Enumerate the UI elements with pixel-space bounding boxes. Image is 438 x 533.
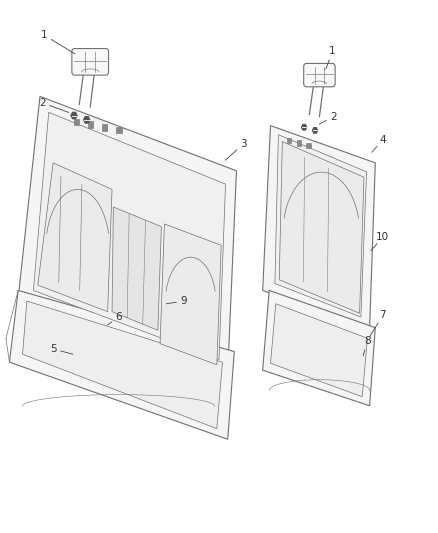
Text: 4: 4 bbox=[379, 135, 386, 145]
Bar bbox=[88, 122, 93, 128]
Bar bbox=[74, 119, 79, 125]
Text: 9: 9 bbox=[181, 296, 187, 306]
Polygon shape bbox=[18, 96, 237, 373]
Polygon shape bbox=[71, 112, 78, 119]
Text: 5: 5 bbox=[50, 344, 57, 354]
FancyBboxPatch shape bbox=[304, 63, 335, 87]
Text: 8: 8 bbox=[364, 336, 371, 346]
Text: 2: 2 bbox=[330, 111, 337, 122]
FancyBboxPatch shape bbox=[72, 49, 109, 75]
Polygon shape bbox=[38, 163, 112, 312]
Polygon shape bbox=[22, 301, 223, 429]
Text: 2: 2 bbox=[39, 98, 46, 108]
Text: 3: 3 bbox=[240, 139, 246, 149]
Polygon shape bbox=[83, 116, 90, 123]
Polygon shape bbox=[263, 126, 375, 328]
Text: 7: 7 bbox=[379, 310, 386, 320]
Bar bbox=[287, 138, 291, 143]
Bar bbox=[117, 127, 122, 133]
Bar bbox=[306, 143, 311, 148]
Text: 1: 1 bbox=[41, 30, 48, 41]
Text: 6: 6 bbox=[115, 312, 122, 322]
Polygon shape bbox=[301, 124, 307, 130]
Polygon shape bbox=[312, 127, 318, 133]
Polygon shape bbox=[10, 290, 234, 439]
Bar bbox=[102, 124, 107, 131]
Polygon shape bbox=[275, 135, 367, 317]
Text: 10: 10 bbox=[376, 232, 389, 243]
Polygon shape bbox=[263, 290, 375, 406]
Polygon shape bbox=[112, 207, 161, 330]
Polygon shape bbox=[160, 224, 221, 365]
Polygon shape bbox=[271, 304, 367, 397]
Text: 1: 1 bbox=[329, 46, 336, 56]
Polygon shape bbox=[279, 142, 364, 313]
Bar bbox=[297, 140, 301, 146]
Polygon shape bbox=[33, 112, 226, 360]
